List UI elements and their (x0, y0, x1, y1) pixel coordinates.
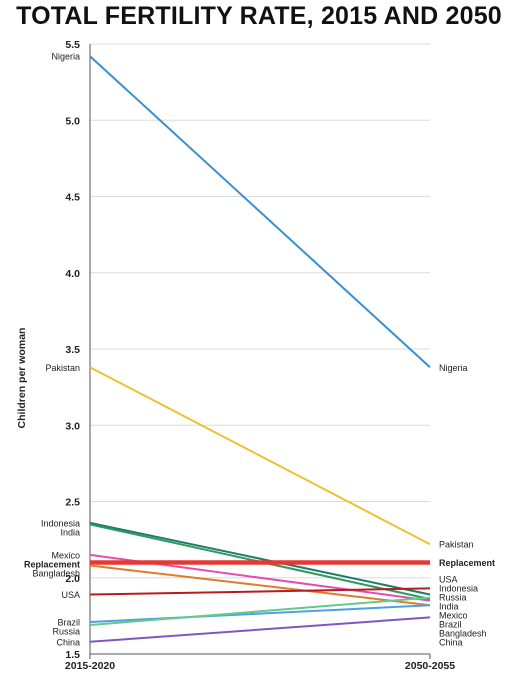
y-tick-label: 2.5 (65, 497, 80, 509)
label-right-indonesia: Indonesia (439, 584, 478, 594)
series-line-nigeria (89, 55, 431, 369)
x-tick-label-left: 2015-2020 (65, 660, 115, 672)
label-left-mexico: Mexico (51, 550, 80, 560)
label-left-pakistan: Pakistan (45, 363, 80, 373)
label-right-replacement: Replacement (439, 558, 495, 568)
label-left-indonesia: Indonesia (41, 518, 80, 528)
series-line-china (89, 616, 431, 643)
series-line-brazil (89, 604, 431, 623)
label-left-replacement: Replacement (24, 559, 80, 569)
series-line-bangladesh (89, 564, 431, 607)
series-line-usa (89, 587, 431, 596)
label-left-china: China (56, 637, 80, 647)
label-left-india: India (60, 527, 80, 537)
gridlines (90, 43, 430, 579)
label-left-bangladesh: Bangladesh (32, 568, 80, 578)
label-right-russia: Russia (439, 593, 467, 603)
y-tick-label: 4.5 (65, 192, 80, 204)
label-right-usa: USA (439, 575, 458, 585)
series-labels: NigeriaPakistanIndonesiaIndiaMexicoRepla… (24, 52, 495, 648)
y-tick-label: 5.5 (65, 39, 80, 51)
y-tick-label: 3.5 (65, 344, 80, 356)
series-lines (89, 55, 431, 643)
axes: 1.5 2.0 2.5 3.0 3.5 4.0 4.5 5.0 5.5 2015-2020 2050… (65, 39, 455, 672)
label-right-nigeria: Nigeria (439, 363, 468, 373)
label-right-china: China (439, 638, 463, 648)
y-axis-label: Children per woman (16, 328, 28, 429)
series-line-pakistan (89, 366, 431, 546)
x-tick-label-right: 2050-2055 (405, 660, 455, 672)
chart-title: TOTAL FERTILITY RATE, 2015 AND 2050 (16, 2, 502, 30)
label-right-bangladesh: Bangladesh (439, 629, 487, 639)
label-right-mexico: Mexico (439, 611, 468, 621)
label-left-usa: USA (61, 590, 80, 600)
label-right-pakistan: Pakistan (439, 540, 474, 550)
y-tick-label: 4.0 (65, 268, 80, 280)
label-left-nigeria: Nigeria (51, 52, 80, 62)
series-line-russia (89, 596, 431, 627)
y-tick-label: 1.5 (65, 649, 80, 661)
label-right-brazil: Brazil (439, 620, 462, 630)
label-right-india: India (439, 602, 459, 612)
y-tick-label: 5.0 (65, 115, 80, 127)
label-left-russia: Russia (52, 626, 80, 636)
label-left-brazil: Brazil (57, 617, 80, 627)
series-line-indonesia (89, 521, 431, 596)
y-tick-label: 2.0 (65, 573, 80, 585)
y-tick-label: 3.0 (65, 420, 80, 432)
